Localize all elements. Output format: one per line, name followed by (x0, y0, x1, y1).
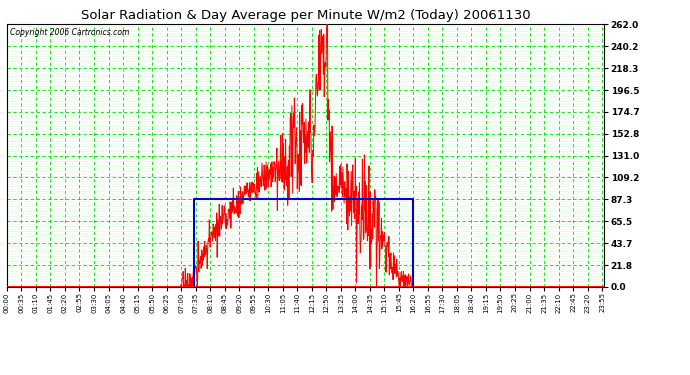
Text: Copyright 2006 Cartronics.com: Copyright 2006 Cartronics.com (10, 28, 129, 38)
Title: Solar Radiation & Day Average per Minute W/m2 (Today) 20061130: Solar Radiation & Day Average per Minute… (81, 9, 530, 22)
